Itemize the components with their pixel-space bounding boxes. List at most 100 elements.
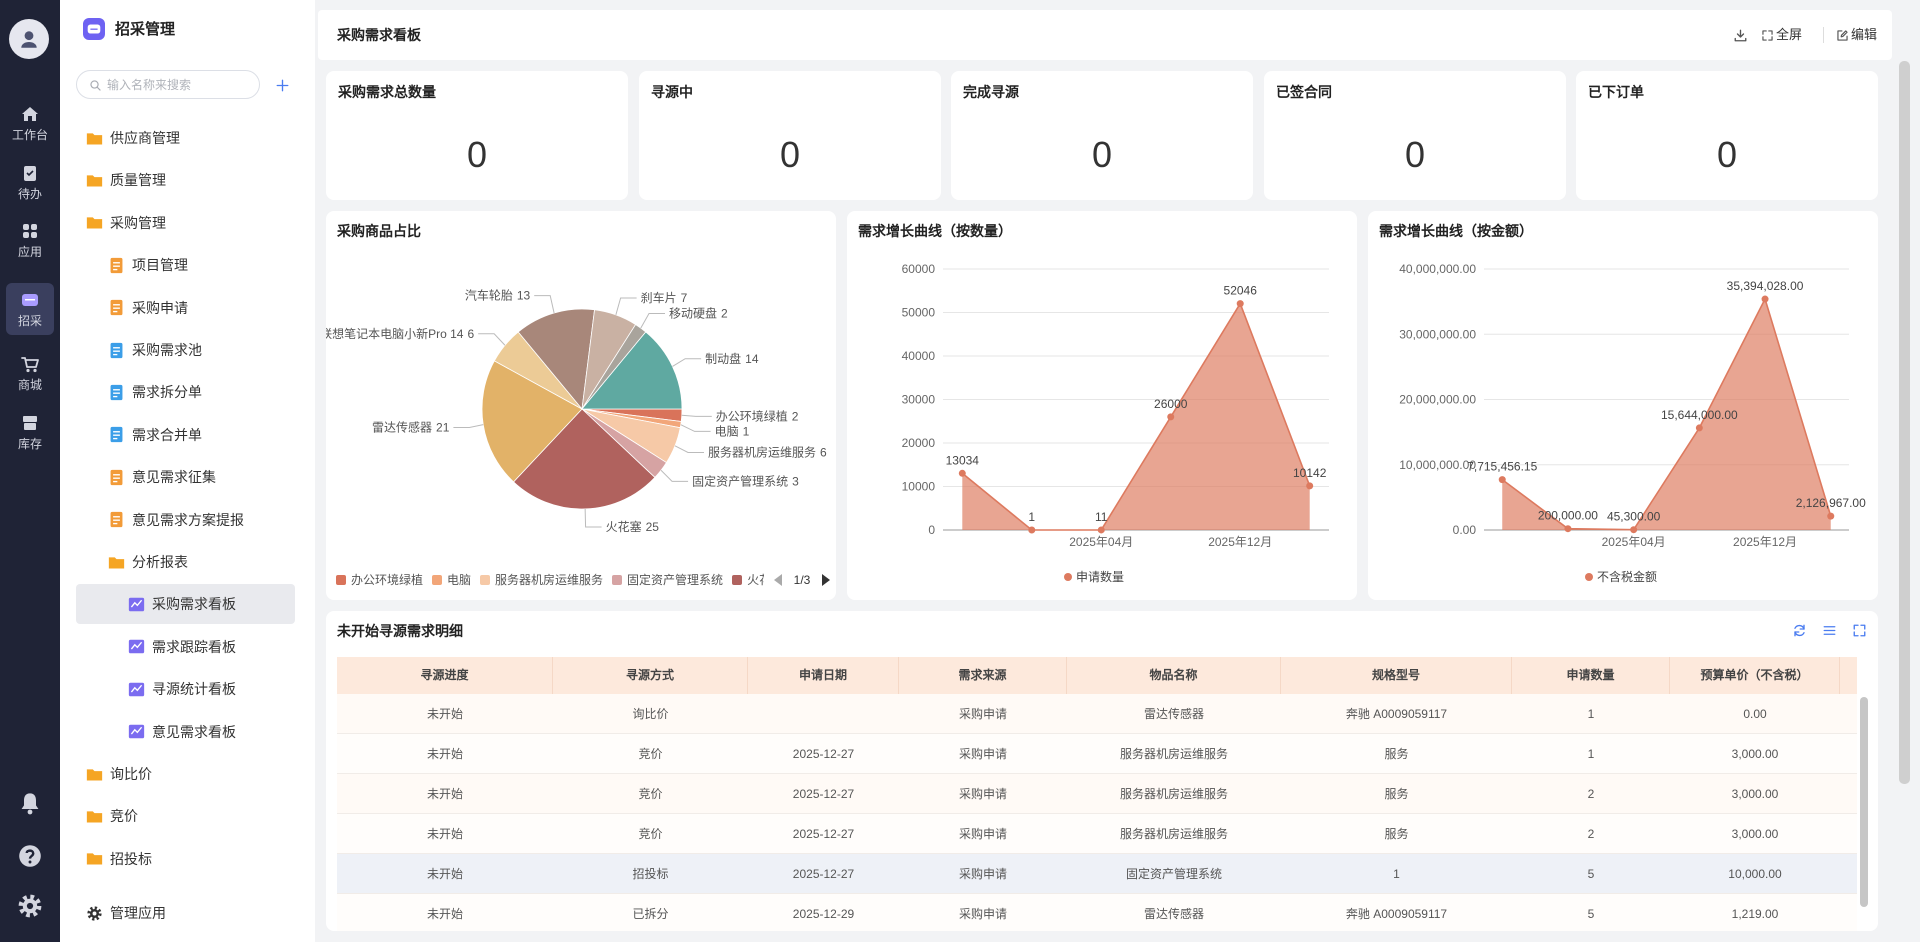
icon-part: [24, 31, 34, 41]
tree-item[interactable]: 寻源统计看板: [152, 681, 236, 698]
pie-label-value: 25: [646, 520, 660, 534]
table-cell: 固定资产管理系统: [1125, 867, 1222, 881]
data-label: 7,715,456.15: [1467, 460, 1537, 474]
table-cell: 10,000.00: [1728, 867, 1782, 881]
rail-item[interactable]: 待办: [17, 187, 42, 201]
pager-next[interactable]: [822, 574, 830, 586]
rail-item[interactable]: 库存: [17, 437, 42, 451]
chart-title: 需求增长曲线（按金额）: [1379, 223, 1533, 239]
icon-chat: [87, 24, 101, 34]
table-cell: 采购申请: [958, 867, 1007, 881]
table-row[interactable]: [337, 734, 1857, 774]
table-row[interactable]: [337, 774, 1857, 814]
icon-part: [1823, 625, 1835, 635]
table-cell: 服务器机房运维服务: [1119, 827, 1228, 841]
table-row[interactable]: [337, 894, 1857, 931]
table-row[interactable]: [337, 854, 1857, 894]
icon-plus[interactable]: [275, 78, 290, 93]
sidebar-footer[interactable]: 管理应用: [110, 905, 166, 921]
tree-item[interactable]: 需求拆分单: [132, 384, 202, 401]
table-cell: 0.00: [1743, 707, 1767, 721]
tree-item[interactable]: 需求跟踪看板: [152, 638, 236, 655]
legend-item[interactable]: 服务器机房运维服务: [480, 572, 603, 588]
icon-search: [89, 79, 101, 91]
y-tick-label: 20,000,000.00: [1399, 393, 1476, 407]
table-cell: 未开始: [426, 707, 463, 721]
pie-label: 火花塞 25: [606, 519, 660, 534]
icon-refresh[interactable]: [1792, 623, 1807, 638]
icon-part: [26, 902, 34, 910]
icon-part: [112, 346, 120, 348]
tree-item[interactable]: 招投标: [110, 850, 152, 867]
icon-home: [22, 107, 38, 121]
table-row[interactable]: [337, 814, 1857, 854]
icon-download[interactable]: [1733, 28, 1748, 43]
action-fullscreen[interactable]: 全屏: [1776, 27, 1803, 42]
legend-label: 申请数量: [1076, 569, 1124, 584]
tree-item[interactable]: 采购需求看板: [152, 596, 236, 613]
icon-fullscreen[interactable]: [1852, 623, 1867, 638]
table-cell: 未开始: [426, 907, 463, 921]
tree-item[interactable]: 意见需求方案提报: [132, 511, 244, 528]
rail-item[interactable]: 商城: [17, 378, 42, 392]
tree-item[interactable]: 询比价: [110, 766, 152, 782]
tree-item[interactable]: 意见需求征集: [132, 469, 216, 486]
icon-part: [112, 392, 120, 394]
data-label: 45,300.00: [1607, 510, 1661, 524]
icon-part: [130, 726, 142, 735]
legend-item[interactable]: 办公环境绿植: [336, 572, 423, 588]
table-cell: 3,000.00: [1731, 787, 1779, 801]
legend-item[interactable]: 火花塞: [732, 572, 764, 588]
icon-part: [112, 431, 120, 433]
tree-item[interactable]: 竞价: [110, 808, 138, 825]
area: [962, 303, 1310, 530]
tree-item[interactable]: 质量管理: [110, 172, 166, 189]
pie-label-value: 3: [792, 474, 799, 488]
rail-item[interactable]: 招采: [17, 314, 42, 328]
page-scrollbar: [1899, 61, 1910, 784]
icon-part: [1836, 29, 1848, 41]
icon-list[interactable]: [1822, 623, 1837, 638]
icon-part: [130, 599, 142, 608]
tree-item[interactable]: 供应商管理: [110, 130, 180, 146]
tree-item[interactable]: 采购申请: [132, 299, 188, 316]
tree-item[interactable]: 采购管理: [110, 214, 166, 231]
table-cell: 竞价: [638, 827, 663, 841]
y-tick-label: 10,000,000.00: [1399, 458, 1476, 472]
data-label: 52046: [1224, 284, 1258, 298]
table-cell: 奔驰 A0009059117: [1345, 907, 1448, 921]
stat-label: 已下订单: [1588, 84, 1644, 100]
pie-label-name: 制动盘: [705, 351, 741, 366]
tree-item[interactable]: 分析报表: [132, 554, 188, 570]
tree-item[interactable]: 意见需求看板: [152, 723, 236, 740]
icon-bid: [22, 294, 38, 306]
pie-label: 刹车片 7: [641, 290, 688, 305]
label-line: [681, 414, 712, 417]
tree-item[interactable]: 需求合并单: [132, 426, 202, 443]
action-edit[interactable]: 编辑: [1851, 27, 1878, 42]
table-cell: 采购申请: [958, 787, 1007, 801]
chart-panel: 0.00 10,000,000.00 20,000,000.00 30,000,000…: [1368, 211, 1878, 600]
pager-prev[interactable]: [774, 574, 782, 586]
tree-item[interactable]: 采购需求池: [132, 342, 202, 358]
label-line: [534, 295, 555, 314]
data-label: 1: [1028, 510, 1035, 524]
icon-part: [21, 793, 39, 809]
table-row[interactable]: [337, 694, 1857, 734]
tree-item[interactable]: 项目管理: [132, 257, 188, 274]
icon-part: [112, 480, 117, 482]
legend-item[interactable]: 固定资产管理系统: [612, 572, 723, 588]
legend-item[interactable]: 电脑: [432, 572, 471, 588]
rail-item[interactable]: 工作台: [11, 128, 48, 142]
table-cell: 2: [1587, 827, 1595, 841]
avatar[interactable]: [9, 19, 49, 59]
icon-part: [112, 388, 120, 391]
label-line: [478, 333, 506, 346]
data-label: 2,126,967.00: [1796, 496, 1866, 510]
icon-chart: [128, 682, 144, 696]
x-tick-label: 2025年12月: [1208, 535, 1272, 549]
y-tick-label: 30,000,000.00: [1399, 327, 1476, 341]
search-box[interactable]: 输入名称来搜索: [76, 70, 260, 99]
rail-item[interactable]: 应用: [17, 245, 42, 259]
